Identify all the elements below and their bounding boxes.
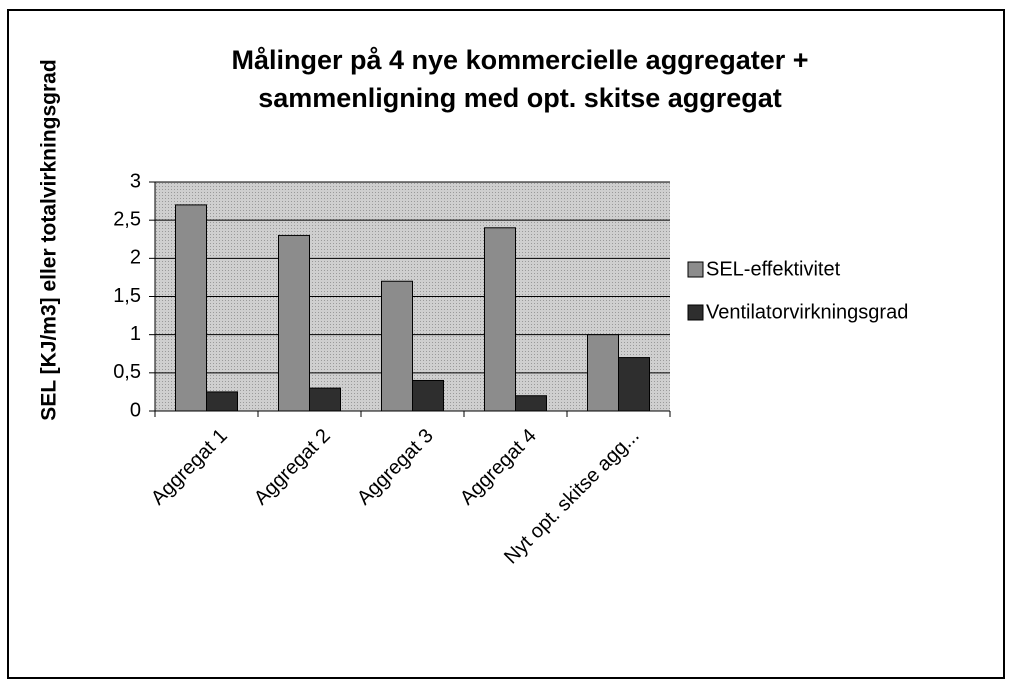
legend-swatch [687,304,704,321]
y-tick-label: 2 [130,247,141,269]
bar [412,379,444,412]
bar [515,395,547,412]
bar [381,280,413,412]
y-tick-label: 0,5 [113,361,141,383]
chart-title: Målinger på 4 nye kommercielle aggregate… [232,45,809,75]
legend-label: SEL-effektivitet [706,258,841,280]
y-axis-label: SEL [KJ/m3] eller totalvirkningsgrad [38,59,61,420]
y-tick-label: 0 [130,399,141,421]
legend-swatch [687,261,704,278]
y-tick-label: 1,5 [113,285,141,307]
bar [175,204,207,412]
bar [206,391,238,412]
bar [309,387,341,412]
y-tick-label: 3 [130,170,141,192]
bar [618,357,650,412]
bar [278,234,310,412]
bar [587,334,619,412]
y-tick-label: 2,5 [113,208,141,230]
y-tick-label: 1 [130,323,141,345]
legend-label: Ventilatorvirkningsgrad [706,301,908,323]
bar [484,227,516,412]
chart-title: sammenligning med opt. skitse aggregat [258,83,782,113]
